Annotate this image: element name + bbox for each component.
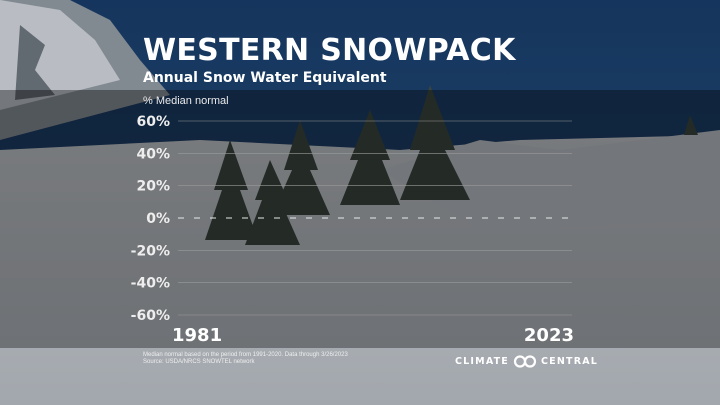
y-tick-label: -40% <box>131 276 170 292</box>
logo-text-right: CENTRAL <box>541 356 599 367</box>
chart-title: WESTERN SNOWPACK <box>143 33 516 68</box>
logo-text-left: CLIMATE <box>455 356 509 367</box>
y-tick-label: -60% <box>131 308 170 324</box>
y-tick-label: 60% <box>136 114 170 130</box>
x-tick-label-start: 1981 <box>172 325 222 346</box>
chart-header: WESTERN SNOWPACK Annual Snow Water Equiv… <box>143 33 516 87</box>
y-tick-label: 20% <box>136 179 170 195</box>
climate-central-logo-icon <box>513 355 537 368</box>
y-tick-label: 0% <box>146 211 170 227</box>
chart-subtitle: Annual Snow Water Equivalent <box>143 70 387 86</box>
footnote-method: Median normal based on the period from 1… <box>143 352 348 358</box>
y-axis-label: % Median normal <box>143 95 229 107</box>
y-tick-label: -20% <box>131 243 170 259</box>
climate-central-logo: CLIMATE CENTRAL <box>455 355 598 368</box>
x-tick-label-end: 2023 <box>524 325 574 346</box>
footnote: Median normal based on the period from 1… <box>143 352 348 366</box>
y-tick-label: 40% <box>136 146 170 162</box>
footnote-source: Source: USDA/NRCS SNOWTEL network <box>143 359 255 365</box>
